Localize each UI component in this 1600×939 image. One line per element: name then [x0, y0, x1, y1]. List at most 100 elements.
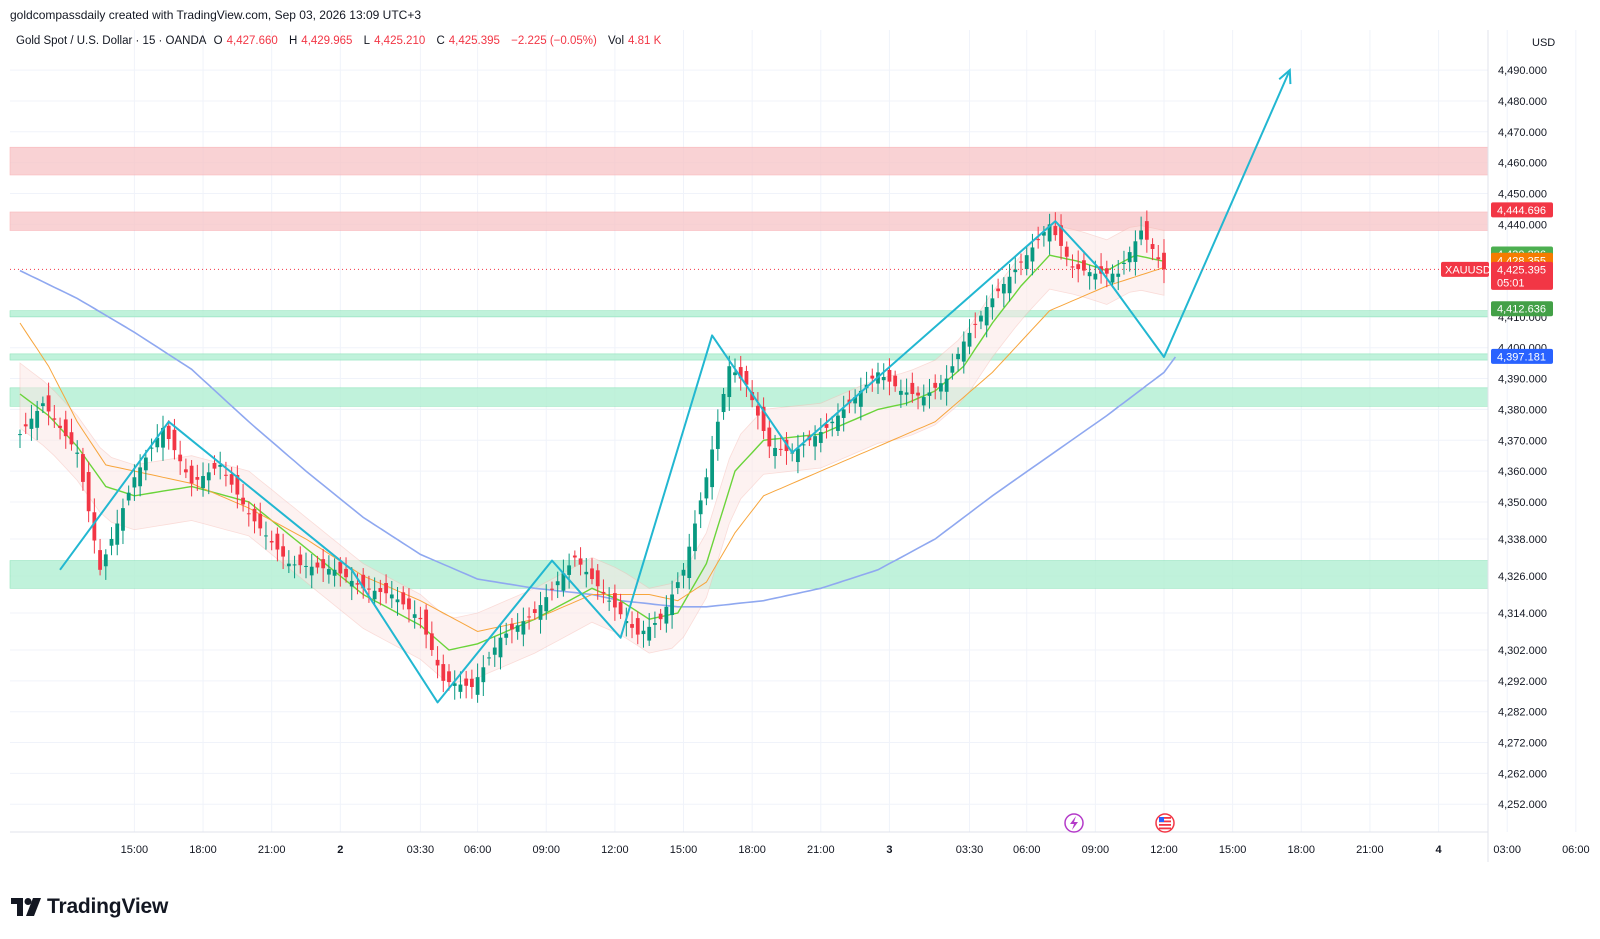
candle[interactable] [755, 392, 760, 430]
candle[interactable] [281, 533, 286, 570]
candle[interactable] [956, 347, 960, 372]
candle[interactable] [481, 655, 486, 697]
candle[interactable] [241, 483, 245, 512]
candle[interactable] [647, 613, 652, 646]
currency-selector[interactable]: USD [1532, 37, 1556, 49]
candle[interactable] [761, 397, 766, 440]
candle[interactable] [653, 611, 657, 638]
support-zone[interactable] [9, 560, 1489, 589]
candle[interactable] [1053, 212, 1058, 241]
price-tag[interactable]: 4,397.181 [1491, 348, 1553, 364]
candle[interactable] [1047, 213, 1052, 255]
candle[interactable] [401, 586, 406, 610]
candle[interactable] [304, 552, 308, 579]
candle[interactable] [195, 464, 200, 491]
candle[interactable] [298, 546, 303, 574]
candle[interactable] [675, 572, 680, 595]
candle[interactable] [143, 449, 148, 481]
symbol-tag[interactable]: XAUUSD [1441, 261, 1491, 277]
candle[interactable] [321, 549, 326, 583]
tradingview-logo[interactable]: TradingView [11, 895, 168, 919]
candle[interactable] [944, 365, 949, 406]
candle[interactable] [1162, 239, 1166, 284]
candle[interactable] [367, 575, 371, 603]
candle[interactable] [778, 435, 783, 456]
candle[interactable] [469, 669, 474, 699]
candle[interactable] [887, 358, 892, 396]
candle[interactable] [961, 331, 966, 374]
candle[interactable] [126, 485, 131, 506]
support-zone[interactable] [9, 353, 1489, 361]
candle[interactable] [18, 429, 22, 448]
candle[interactable] [715, 409, 720, 461]
candle[interactable] [1007, 263, 1012, 302]
candle[interactable] [721, 387, 726, 420]
candle[interactable] [664, 595, 669, 633]
candle[interactable] [1036, 226, 1041, 249]
price-tag[interactable]: 4,412.636 [1491, 301, 1553, 317]
candle[interactable] [1127, 246, 1132, 272]
candle[interactable] [349, 567, 354, 601]
candle[interactable] [115, 509, 120, 556]
candle[interactable] [567, 553, 572, 589]
candle[interactable] [870, 368, 875, 392]
candle[interactable] [618, 593, 623, 619]
candle[interactable] [149, 438, 154, 462]
candle[interactable] [704, 468, 709, 506]
candle[interactable] [40, 396, 45, 414]
candle[interactable] [881, 363, 886, 390]
candle[interactable] [927, 378, 932, 409]
candle[interactable] [1070, 254, 1075, 279]
candle[interactable] [92, 498, 97, 554]
candle[interactable] [412, 600, 417, 629]
candle[interactable] [584, 558, 589, 588]
candle[interactable] [235, 465, 240, 509]
candle[interactable] [858, 377, 863, 421]
candle[interactable] [841, 395, 846, 432]
candle[interactable] [315, 555, 320, 574]
candle[interactable] [86, 461, 91, 523]
candle[interactable] [555, 571, 560, 599]
candle[interactable] [578, 547, 583, 576]
candle[interactable] [372, 577, 377, 605]
candle[interactable] [527, 607, 531, 630]
zigzag-projection[interactable] [59, 69, 1291, 704]
candle[interactable] [727, 355, 732, 411]
candle[interactable] [1064, 241, 1069, 267]
candle[interactable] [910, 372, 915, 403]
candle[interactable] [23, 412, 28, 434]
candle[interactable] [1001, 277, 1006, 308]
candle[interactable] [492, 636, 497, 667]
candle[interactable] [921, 384, 926, 412]
candle[interactable] [424, 604, 429, 649]
lightning-event-icon[interactable] [1064, 813, 1084, 833]
candle[interactable] [344, 557, 348, 583]
candle[interactable] [824, 413, 829, 439]
candle[interactable] [973, 312, 978, 339]
resistance-zone[interactable] [9, 146, 1489, 176]
symbol-legend[interactable]: Gold Spot / U.S. Dollar · 15 · OANDA O 4,… [16, 35, 669, 47]
candle[interactable] [378, 579, 383, 606]
candle[interactable] [435, 646, 440, 679]
candle[interactable] [773, 434, 777, 469]
candle[interactable] [338, 557, 343, 587]
candle[interactable] [389, 580, 394, 609]
candle[interactable] [81, 447, 85, 491]
candle[interactable] [681, 563, 686, 589]
candle[interactable] [132, 464, 137, 501]
candle[interactable] [1059, 214, 1063, 260]
candle[interactable] [693, 510, 697, 560]
candle[interactable] [206, 463, 211, 495]
price-tag[interactable]: 4,444.696 [1491, 202, 1553, 218]
candle[interactable] [532, 601, 537, 620]
candle[interactable] [246, 501, 251, 527]
candle[interactable] [35, 400, 40, 441]
candle[interactable] [813, 425, 817, 461]
candle[interactable] [309, 554, 314, 589]
candle[interactable] [830, 415, 835, 437]
candle[interactable] [607, 587, 612, 611]
candle[interactable] [1116, 259, 1121, 291]
candle[interactable] [1082, 250, 1086, 276]
